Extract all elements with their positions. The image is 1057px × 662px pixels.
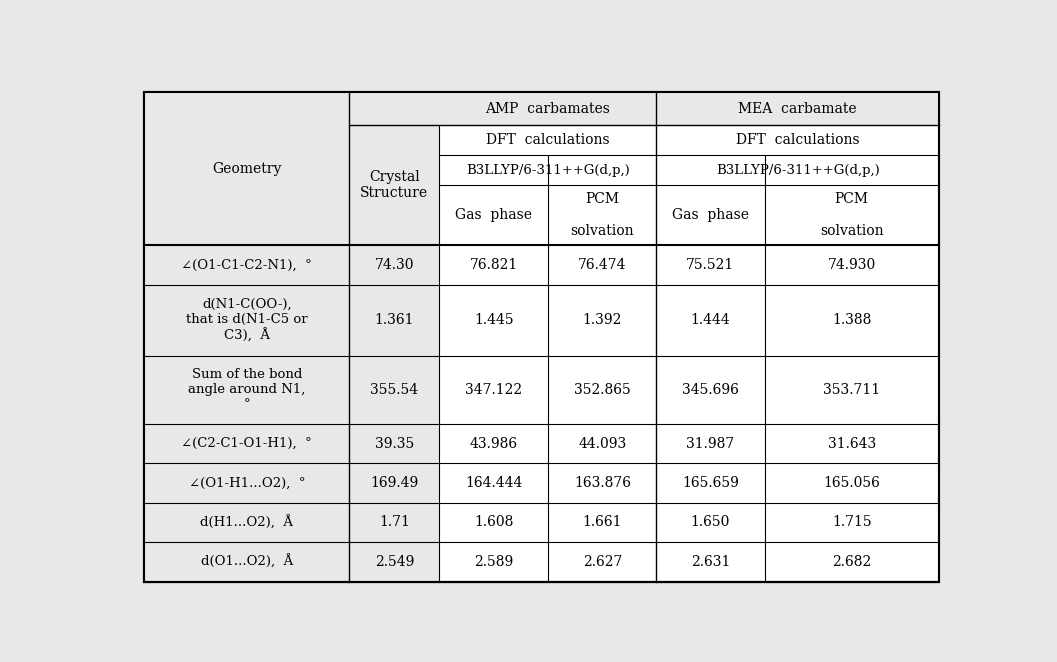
Text: PCM

solvation: PCM solvation: [820, 192, 884, 238]
Text: B3LLYP/6-311++G(d,p,): B3LLYP/6-311++G(d,p,): [466, 164, 630, 177]
Text: Sum of the bond
angle around N1,
°: Sum of the bond angle around N1, °: [188, 368, 305, 411]
Text: DFT  calculations: DFT calculations: [736, 133, 859, 147]
Text: 353.711: 353.711: [823, 383, 880, 397]
Text: 75.521: 75.521: [686, 258, 735, 272]
Text: 1.392: 1.392: [582, 313, 622, 327]
Text: DFT  calculations: DFT calculations: [486, 133, 610, 147]
Text: AMP  carbamates: AMP carbamates: [485, 101, 610, 116]
Text: d(N1-C(OO-),
that is d(N1-C5 or
C3),  Å: d(N1-C(OO-), that is d(N1-C5 or C3), Å: [186, 298, 308, 342]
Text: 44.093: 44.093: [578, 437, 627, 451]
Text: MEA  carbamate: MEA carbamate: [739, 101, 857, 116]
Text: 74.930: 74.930: [828, 258, 876, 272]
Text: 165.659: 165.659: [682, 476, 739, 490]
Text: 1.608: 1.608: [475, 516, 514, 530]
Text: 31.643: 31.643: [828, 437, 876, 451]
Text: Gas  phase: Gas phase: [672, 209, 749, 222]
Text: 163.876: 163.876: [574, 476, 631, 490]
Text: 76.821: 76.821: [469, 258, 518, 272]
Text: 1.715: 1.715: [832, 516, 872, 530]
Text: 39.35: 39.35: [374, 437, 414, 451]
Text: Geometry: Geometry: [212, 162, 281, 175]
Text: 352.865: 352.865: [574, 383, 631, 397]
Text: 43.986: 43.986: [469, 437, 518, 451]
Text: Gas  phase: Gas phase: [456, 209, 533, 222]
Text: B3LLYP/6-311++G(d,p,): B3LLYP/6-311++G(d,p,): [716, 164, 879, 177]
Text: 1.71: 1.71: [378, 516, 410, 530]
Text: 165.056: 165.056: [823, 476, 880, 490]
Text: 2.682: 2.682: [832, 555, 871, 569]
Text: 2.631: 2.631: [691, 555, 730, 569]
Text: 1.361: 1.361: [374, 313, 414, 327]
Text: PCM

solvation: PCM solvation: [571, 192, 634, 238]
Text: ∠(O1-H1...O2),  °: ∠(O1-H1...O2), °: [188, 477, 305, 490]
Text: 164.444: 164.444: [465, 476, 522, 490]
Text: 169.49: 169.49: [370, 476, 419, 490]
Text: 1.445: 1.445: [474, 313, 514, 327]
Text: 2.627: 2.627: [582, 555, 622, 569]
Text: 1.444: 1.444: [690, 313, 730, 327]
Text: Crystal
Structure: Crystal Structure: [360, 170, 428, 200]
Text: 1.650: 1.650: [691, 516, 730, 530]
Text: d(O1...O2),  Å: d(O1...O2), Å: [201, 555, 293, 569]
Bar: [440, 92, 939, 125]
Text: ∠(C2-C1-O1-H1),  °: ∠(C2-C1-O1-H1), °: [182, 437, 312, 450]
Text: 1.388: 1.388: [832, 313, 871, 327]
Text: 76.474: 76.474: [578, 258, 627, 272]
Text: 355.54: 355.54: [370, 383, 419, 397]
Text: 345.696: 345.696: [682, 383, 739, 397]
Text: 2.549: 2.549: [374, 555, 414, 569]
Text: 74.30: 74.30: [374, 258, 414, 272]
Text: d(H1...O2),  Å: d(H1...O2), Å: [201, 516, 293, 530]
Bar: [349, 92, 440, 581]
Text: 347.122: 347.122: [465, 383, 522, 397]
Text: ∠(O1-C1-C2-N1),  °: ∠(O1-C1-C2-N1), °: [182, 258, 312, 271]
Text: 2.589: 2.589: [475, 555, 514, 569]
Bar: [145, 92, 349, 581]
Text: 31.987: 31.987: [686, 437, 735, 451]
Text: 1.661: 1.661: [582, 516, 623, 530]
